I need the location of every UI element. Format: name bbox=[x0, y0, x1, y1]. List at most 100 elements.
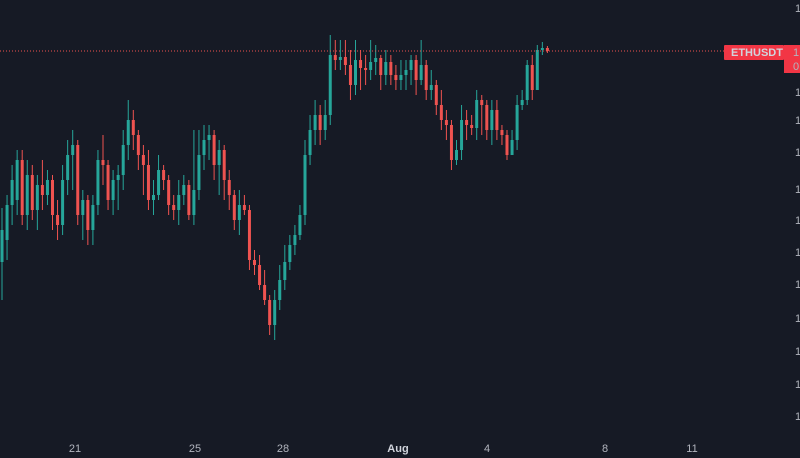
candle-body[interactable] bbox=[530, 65, 534, 90]
candle-body[interactable] bbox=[247, 210, 251, 260]
candle-body[interactable] bbox=[35, 185, 39, 210]
candle-body[interactable] bbox=[258, 265, 262, 285]
candle-body[interactable] bbox=[364, 68, 368, 70]
candle-body[interactable] bbox=[116, 175, 120, 180]
candle-body[interactable] bbox=[106, 165, 110, 200]
candle-body[interactable] bbox=[237, 205, 241, 220]
candle-body[interactable] bbox=[162, 170, 166, 180]
candle-body[interactable] bbox=[15, 160, 19, 200]
candle-body[interactable] bbox=[298, 215, 302, 235]
candle-body[interactable] bbox=[434, 85, 438, 105]
candle-body[interactable] bbox=[475, 100, 479, 128]
candle-body[interactable] bbox=[182, 185, 186, 195]
candle-body[interactable] bbox=[540, 48, 544, 50]
candle-body[interactable] bbox=[318, 115, 322, 130]
candle-body[interactable] bbox=[288, 245, 292, 262]
candle-body[interactable] bbox=[369, 62, 373, 70]
candle-body[interactable] bbox=[25, 175, 29, 215]
candle-body[interactable] bbox=[444, 120, 448, 125]
candle-body[interactable] bbox=[86, 200, 90, 230]
candle-body[interactable] bbox=[91, 205, 95, 230]
candle-body[interactable] bbox=[197, 155, 201, 190]
candle-body[interactable] bbox=[520, 100, 524, 105]
candle-body[interactable] bbox=[0, 230, 4, 262]
candle-body[interactable] bbox=[414, 60, 418, 80]
candle-body[interactable] bbox=[131, 120, 135, 135]
candle-body[interactable] bbox=[495, 110, 499, 130]
candle-body[interactable] bbox=[40, 185, 44, 195]
candle-body[interactable] bbox=[303, 155, 307, 215]
candle-body[interactable] bbox=[354, 60, 357, 85]
candle-body[interactable] bbox=[359, 60, 363, 68]
candle-body[interactable] bbox=[187, 185, 191, 215]
candle-body[interactable] bbox=[253, 260, 256, 265]
candle-body[interactable] bbox=[338, 57, 342, 60]
candle-body[interactable] bbox=[515, 105, 519, 140]
candle-body[interactable] bbox=[126, 120, 130, 145]
candle-body[interactable] bbox=[61, 180, 65, 225]
candle-body[interactable] bbox=[152, 195, 155, 200]
candle-body[interactable] bbox=[66, 155, 70, 180]
candle-body[interactable] bbox=[389, 62, 393, 75]
candle-body[interactable] bbox=[273, 300, 277, 325]
candle-body[interactable] bbox=[101, 160, 105, 165]
candle-body[interactable] bbox=[465, 120, 469, 125]
candle-body[interactable] bbox=[5, 205, 9, 240]
candle-body[interactable] bbox=[283, 262, 287, 280]
candle-body[interactable] bbox=[56, 215, 60, 225]
candle-body[interactable] bbox=[333, 55, 337, 60]
candle-body[interactable] bbox=[485, 105, 489, 130]
candle-body[interactable] bbox=[419, 65, 423, 80]
candle-body[interactable] bbox=[455, 150, 458, 160]
candle-body[interactable] bbox=[268, 300, 272, 325]
candle-body[interactable] bbox=[449, 125, 453, 160]
time-axis[interactable]: 21 25 28 Aug 4 8 11 bbox=[69, 443, 698, 455]
candle-body[interactable] bbox=[490, 110, 494, 130]
candle-body[interactable] bbox=[202, 140, 206, 155]
candle-body[interactable] bbox=[71, 145, 75, 155]
candle-body[interactable] bbox=[192, 190, 196, 215]
candle-body[interactable] bbox=[217, 150, 221, 165]
candle-body[interactable] bbox=[81, 200, 85, 215]
candle-body[interactable] bbox=[409, 60, 413, 70]
candle-body[interactable] bbox=[394, 75, 398, 80]
candle-body[interactable] bbox=[242, 205, 246, 210]
candle-body[interactable] bbox=[470, 125, 474, 128]
candle-body[interactable] bbox=[348, 65, 352, 85]
candle-body[interactable] bbox=[384, 62, 388, 75]
candle-body[interactable] bbox=[525, 65, 529, 100]
candle-body[interactable] bbox=[510, 140, 514, 155]
candle-body[interactable] bbox=[308, 130, 312, 155]
candle-body[interactable] bbox=[227, 180, 231, 195]
candle-body[interactable] bbox=[157, 170, 161, 195]
candle-body[interactable] bbox=[141, 155, 145, 165]
candle-body[interactable] bbox=[212, 135, 216, 165]
candle-body[interactable] bbox=[424, 65, 428, 90]
candle-body[interactable] bbox=[404, 70, 408, 75]
candle-body[interactable] bbox=[429, 85, 433, 90]
candle-body[interactable] bbox=[45, 180, 49, 195]
candle-body[interactable] bbox=[263, 285, 267, 300]
candle-body[interactable] bbox=[20, 160, 24, 215]
candle-body[interactable] bbox=[172, 205, 176, 210]
candle-body[interactable] bbox=[545, 48, 549, 51]
candle-body[interactable] bbox=[30, 175, 34, 210]
candle-body[interactable] bbox=[313, 115, 317, 130]
candle-body[interactable] bbox=[505, 135, 509, 155]
candle-body[interactable] bbox=[460, 120, 464, 150]
candle-body[interactable] bbox=[500, 130, 504, 135]
candle-body[interactable] bbox=[232, 195, 236, 220]
candle-body[interactable] bbox=[374, 58, 378, 62]
candle-body[interactable] bbox=[96, 160, 100, 205]
candle-body[interactable] bbox=[207, 135, 211, 140]
candle-body[interactable] bbox=[439, 105, 443, 120]
candle-body[interactable] bbox=[379, 58, 383, 75]
candle-body[interactable] bbox=[121, 145, 125, 175]
candle-body[interactable] bbox=[278, 280, 282, 300]
candle-body[interactable] bbox=[177, 195, 181, 210]
candle-body[interactable] bbox=[480, 100, 484, 105]
candle-body[interactable] bbox=[136, 135, 140, 155]
candle-body[interactable] bbox=[293, 235, 297, 245]
